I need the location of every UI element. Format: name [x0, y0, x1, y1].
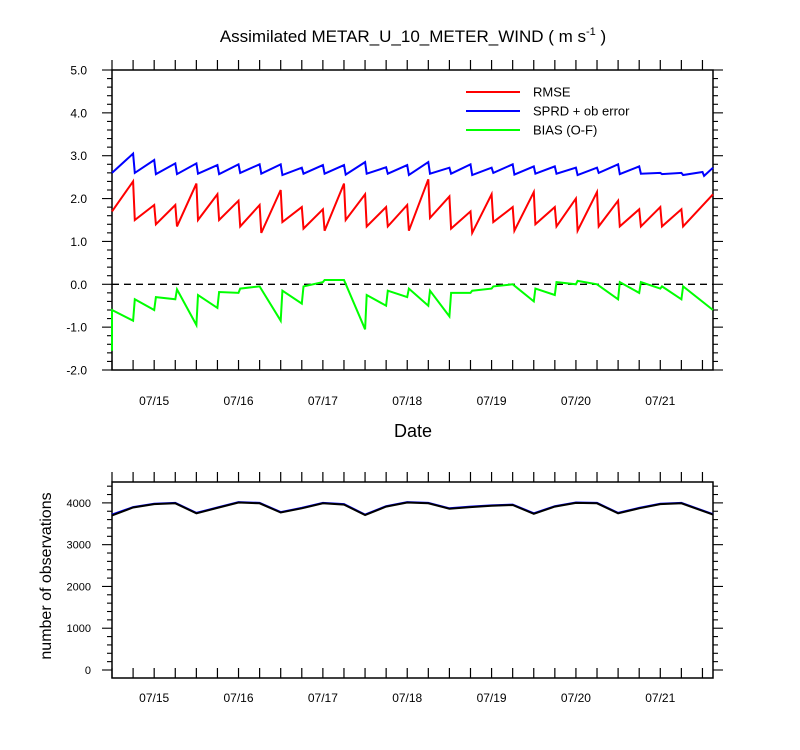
x-axis-label: Date: [394, 421, 432, 441]
chart-title-main: Assimilated METAR_U_10_METER_WIND ( m s: [220, 27, 586, 46]
y-tick-label: 3.0: [70, 149, 87, 163]
x-tick-label: 07/19: [477, 394, 507, 408]
series-line-spread: [111, 151, 714, 178]
bottom-ticks: [102, 472, 723, 678]
top-y-tick-labels: -2.0 -1.0 0.0 1.0 2.0 3.0 4.0 5.0: [66, 64, 87, 378]
legend-label: SPRD + ob error: [533, 104, 630, 119]
series-line-bias: [111, 279, 714, 351]
x-tick-label: 07/21: [645, 691, 675, 705]
x-tick-label: 07/18: [392, 691, 422, 705]
y-tick-label: 2000: [67, 581, 91, 593]
x-tick-label: 07/15: [139, 394, 169, 408]
y-tick-label: -1.0: [66, 321, 87, 335]
y-axis-label-observations: number of observations: [38, 492, 55, 659]
chart-title-close: ): [596, 27, 606, 46]
bottom-series: [111, 501, 714, 517]
bottom-x-tick-labels: 07/15 07/16 07/17 07/18 07/19 07/20 07/21: [139, 691, 675, 705]
y-tick-label: 2.0: [70, 192, 87, 206]
x-tick-label: 07/16: [224, 691, 254, 705]
y-tick-label: 4.0: [70, 106, 87, 120]
legend-label: RMSE: [533, 85, 571, 100]
y-tick-label: -2.0: [66, 364, 87, 378]
top-series: [111, 151, 714, 351]
y-tick-label: 3000: [67, 540, 91, 552]
x-tick-label: 07/20: [561, 394, 591, 408]
bottom-plot-frame: [111, 481, 714, 679]
top-ticks: [102, 60, 723, 371]
legend: RMSE SPRD + ob error BIAS (O-F): [466, 85, 630, 138]
x-tick-label: 07/16: [224, 394, 254, 408]
x-tick-label: 07/19: [477, 691, 507, 705]
x-tick-label: 07/17: [308, 691, 338, 705]
y-tick-label: 1000: [67, 623, 91, 635]
top-chart: -2.0-1.00.01.02.03.04.05.0 07/15 07/16 07/…: [66, 60, 723, 441]
x-tick-label: 07/15: [139, 691, 169, 705]
x-tick-label: 07/17: [308, 394, 338, 408]
series-line-observations-used: [111, 501, 714, 517]
series-line-rmse: [111, 178, 714, 237]
y-tick-label: 5.0: [70, 64, 87, 78]
y-tick-label: 1.0: [70, 235, 87, 249]
legend-label: BIAS (O-F): [533, 123, 597, 138]
x-tick-label: 07/18: [392, 394, 422, 408]
chart-title-superscript: -1: [586, 26, 596, 38]
y-tick-label: 4000: [67, 498, 91, 510]
y-tick-label: 0.0: [70, 278, 87, 292]
top-x-tick-labels: 07/15 07/16 07/17 07/18 07/19 07/20 07/21: [139, 394, 675, 408]
x-tick-label: 07/20: [561, 691, 591, 705]
chart-title: Assimilated METAR_U_10_METER_WIND ( m s-…: [220, 26, 606, 46]
x-tick-label: 07/21: [645, 394, 675, 408]
top-plot-frame: [111, 69, 714, 371]
y-tick-label: 0: [85, 665, 91, 677]
bottom-y-tick-labels: 0 1000 2000 3000 4000: [67, 498, 91, 677]
